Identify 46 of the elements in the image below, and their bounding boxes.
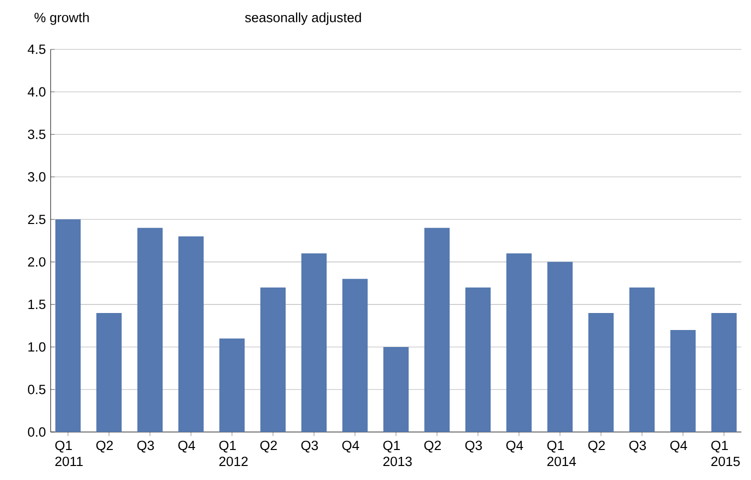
- x-tick-label: Q2: [424, 440, 441, 453]
- bar: [219, 338, 245, 432]
- x-tick-label: Q1 2011: [55, 440, 83, 466]
- y-tick-label: 0.0: [28, 427, 46, 437]
- bar: [465, 287, 491, 432]
- x-tick-label: Q2: [260, 440, 277, 453]
- y-tick-label: 1.0: [28, 342, 46, 352]
- bar: [342, 278, 368, 432]
- x-tick-label: Q3: [301, 440, 318, 453]
- chart-subtitle: seasonally adjusted: [245, 12, 361, 25]
- x-tick-label: Q1 2012: [219, 440, 248, 466]
- bar: [178, 236, 204, 432]
- y-tick-label: 0.5: [28, 384, 46, 394]
- bar: [711, 312, 737, 432]
- bar: [506, 253, 532, 432]
- bar: [137, 228, 163, 432]
- bar: [260, 287, 286, 432]
- bar: [301, 253, 327, 432]
- x-tick-label: Q4: [178, 440, 196, 453]
- y-tick-label: 4.0: [28, 87, 46, 97]
- y-tick-label: 4.5: [28, 44, 46, 54]
- bar: [629, 287, 655, 432]
- x-tick-label: Q4: [342, 440, 360, 453]
- y-tick-label: 2.0: [28, 257, 46, 267]
- x-tick-label: Q3: [137, 440, 154, 453]
- bar: [55, 219, 81, 432]
- x-tick-label: Q4: [506, 440, 524, 453]
- bar: [383, 346, 409, 432]
- x-tick-label: Q3: [465, 440, 482, 453]
- x-tick-label: Q2: [588, 440, 605, 453]
- bar: [588, 312, 614, 432]
- x-tick-label: Q3: [629, 440, 646, 453]
- bar: [96, 312, 122, 432]
- y-axis-title: % growth: [34, 12, 89, 25]
- y-tick-label: 3.0: [28, 172, 46, 182]
- x-tick-label: Q1 2014: [547, 440, 576, 466]
- x-tick-label: Q1 2015: [711, 440, 740, 466]
- y-tick-label: 2.5: [28, 214, 46, 224]
- bar: [424, 228, 450, 432]
- bar: [670, 330, 696, 432]
- x-tick-label: Q4: [670, 440, 688, 453]
- x-tick-label: Q1 2013: [383, 440, 412, 466]
- bar: [547, 262, 573, 432]
- x-tick-label: Q2: [96, 440, 113, 453]
- y-tick-label: 3.5: [28, 130, 46, 140]
- y-tick-label: 1.5: [28, 300, 46, 310]
